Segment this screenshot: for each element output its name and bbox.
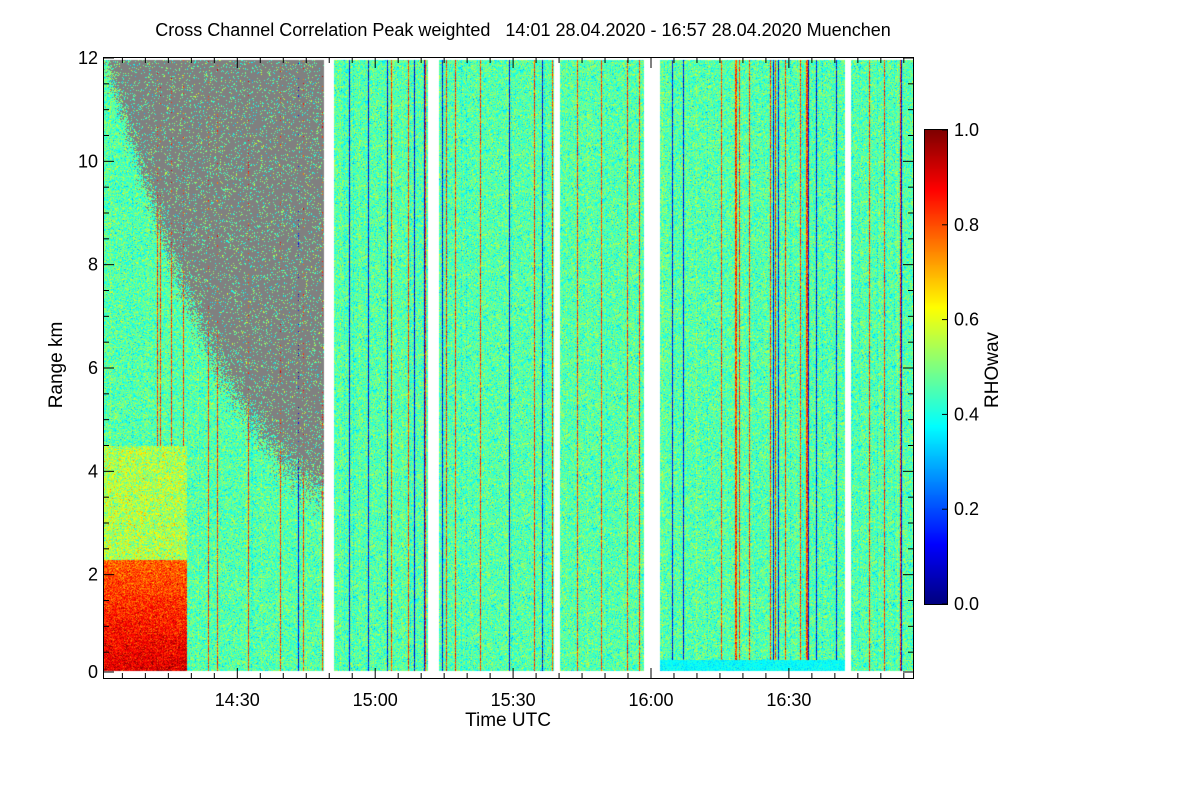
y-tick-label: 8: [88, 255, 98, 275]
colorbar-tick-label: 0.6: [954, 310, 979, 330]
colorbar-axis: 0.0 0.2 0.4 0.6 0.8 1.0: [942, 120, 979, 614]
y-tick-label: 0: [88, 662, 98, 682]
colorbar-tick-label: 0.4: [954, 404, 979, 424]
x-tick-label: 15:00: [353, 690, 398, 710]
x-tick-label: 14:30: [215, 690, 260, 710]
colorbar-tick-label: 1.0: [954, 120, 979, 140]
plot-area: [103, 57, 914, 679]
x-axis: 14:30 15:00 15:30 16:00 16:30: [121, 58, 905, 710]
colorbar-tick-label: 0.0: [954, 594, 979, 614]
colorbar: [924, 129, 948, 605]
x-tick-label: 16:00: [628, 690, 673, 710]
x-tick-label: 15:30: [491, 690, 536, 710]
page-title: Cross Channel Correlation Peak weighted …: [155, 20, 891, 40]
y-tick-label: 2: [88, 565, 98, 585]
colorbar-tick-label: 0.8: [954, 215, 979, 235]
y-axis-title: Range km: [46, 322, 67, 409]
heatmap-canvas: [104, 58, 913, 678]
y-tick-label: 10: [78, 151, 98, 171]
y-tick-label: 6: [88, 358, 98, 378]
x-axis-title: Time UTC: [465, 710, 551, 731]
x-tick-label: 16:30: [766, 690, 811, 710]
y-tick-label: 4: [88, 461, 98, 481]
colorbar-tick-label: 0.2: [954, 499, 979, 519]
colorbar-title: RHOwav: [982, 331, 1003, 408]
y-tick-label: 12: [78, 48, 98, 68]
y-axis: 0 2 4 6 8 10 12: [78, 48, 913, 682]
